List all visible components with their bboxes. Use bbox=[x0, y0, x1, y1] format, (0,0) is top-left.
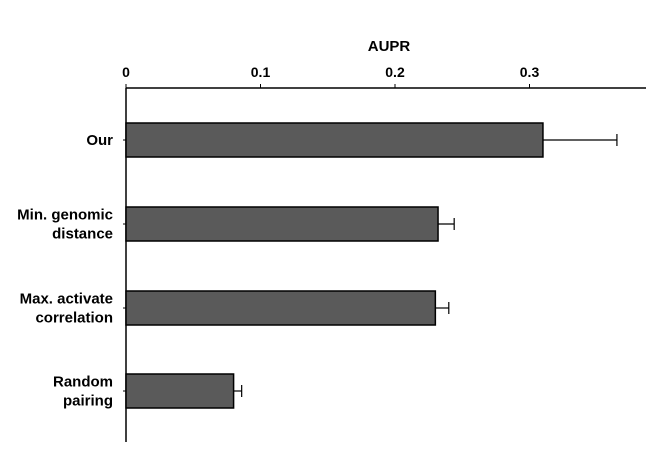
x-axis-title: AUPR bbox=[368, 38, 411, 55]
category-label: Max. activate bbox=[20, 291, 113, 308]
category-label: Our bbox=[86, 132, 113, 149]
bar bbox=[125, 290, 437, 326]
x-tick-label: 0.2 bbox=[385, 64, 405, 80]
x-tick-label: 0.1 bbox=[251, 64, 271, 80]
category-label: pairing bbox=[63, 393, 113, 410]
category-label: distance bbox=[52, 226, 113, 243]
bar bbox=[125, 122, 544, 158]
bar bbox=[125, 373, 235, 409]
x-tick-label: 0 bbox=[122, 64, 130, 80]
category-label: correlation bbox=[35, 310, 113, 327]
bar bbox=[125, 206, 439, 242]
x-tick-label: 0.3 bbox=[520, 64, 540, 80]
category-label: Min. genomic bbox=[17, 207, 113, 224]
category-label: Random bbox=[53, 374, 113, 391]
